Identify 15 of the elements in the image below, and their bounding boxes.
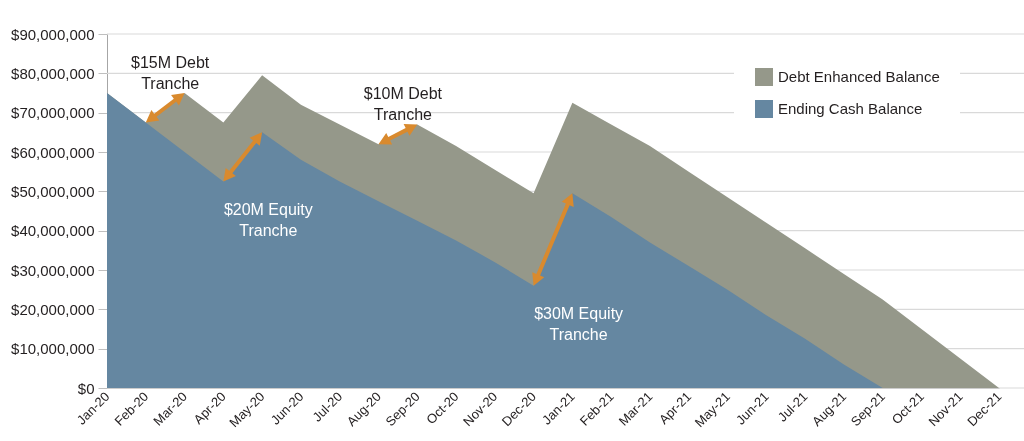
annotation: $15M Debt Tranche [131,54,210,92]
annotation: $20M Equity Tranche [223,200,313,239]
y-tick-label: $40,000,000 [11,222,95,240]
y-tick-label: $50,000,000 [11,182,95,200]
y-tick-label: $20,000,000 [11,300,95,318]
y-tick-label: $70,000,000 [11,104,95,122]
legend-label: Debt Enhanced Balance [778,68,940,85]
y-tick-label: $80,000,000 [11,64,95,82]
y-tick-label: $30,000,000 [11,261,95,279]
y-tick-label: $90,000,000 [11,25,95,43]
legend-label: Ending Cash Balance [778,100,923,117]
y-tick-label: $60,000,000 [11,143,95,161]
y-tick-label: $10,000,000 [11,340,95,358]
annotation: $10M Debt Tranche [363,85,443,124]
annotation: $30M Equity Tranche [534,304,624,343]
